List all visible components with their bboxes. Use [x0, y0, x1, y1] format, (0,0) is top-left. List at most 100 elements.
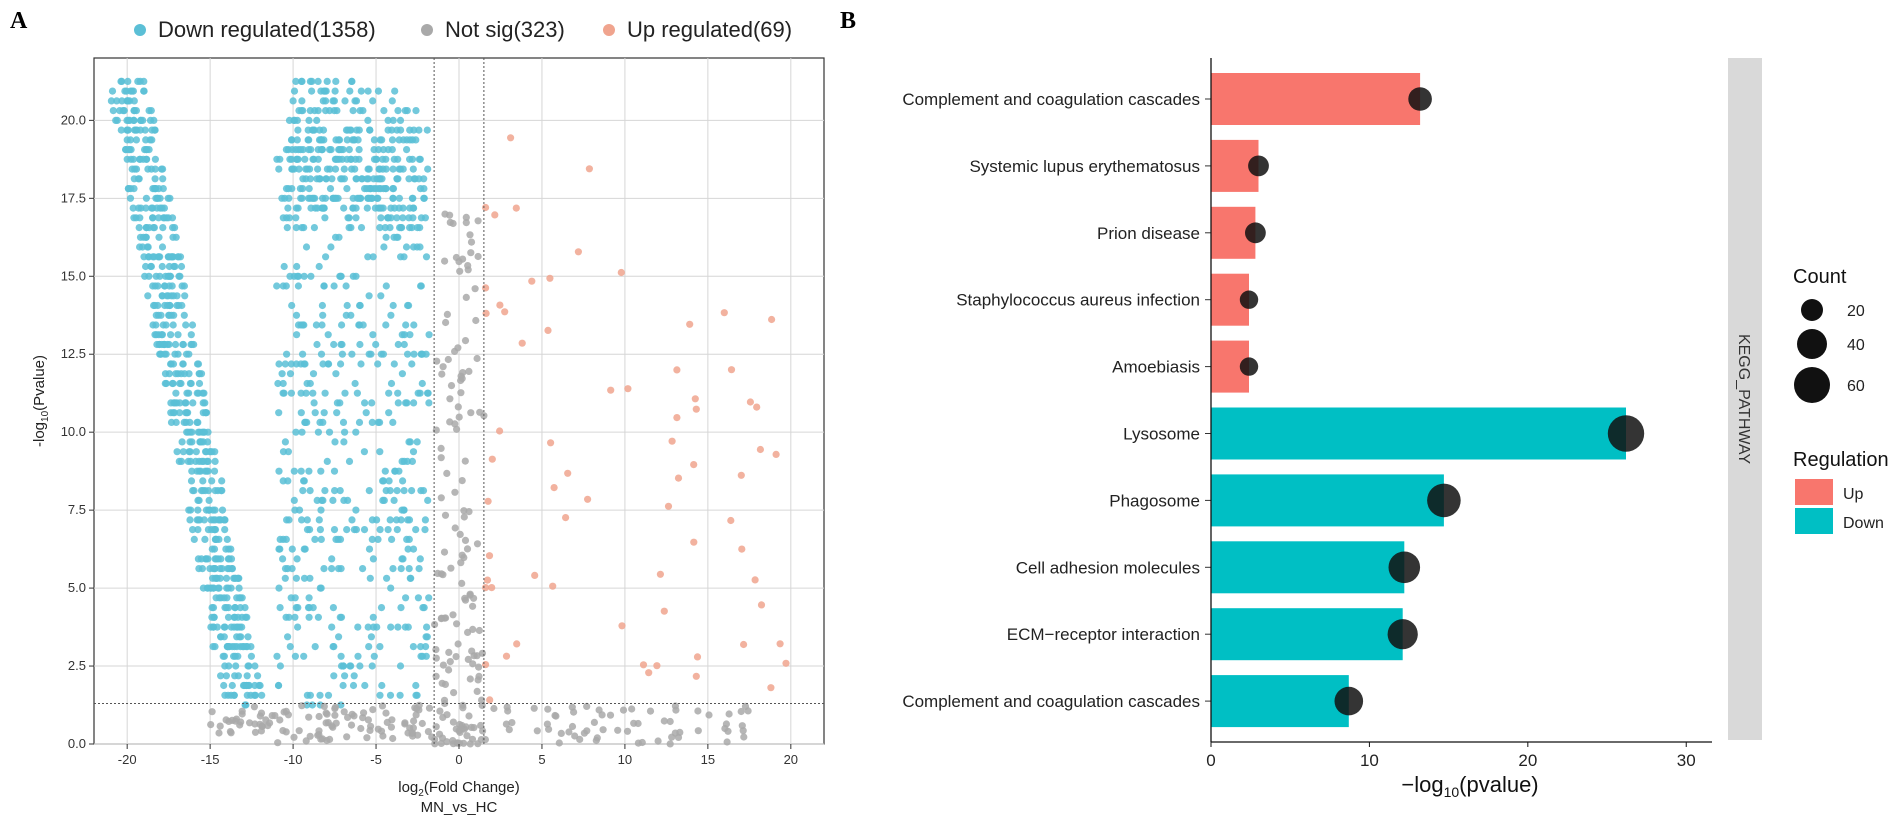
volcano-point-ns — [401, 720, 409, 728]
volcano-x-label-2: MN_vs_HC — [421, 799, 498, 816]
volcano-point-down — [361, 681, 369, 690]
volcano-point-down — [292, 428, 300, 436]
volcano-point-down — [319, 311, 327, 319]
volcano-point-down — [331, 438, 339, 446]
volcano-point-ns — [459, 255, 467, 263]
volcano-point-down — [290, 87, 299, 95]
volcano-point-up — [491, 211, 499, 219]
volcano-point-down — [158, 331, 166, 339]
volcano-point-down — [406, 126, 414, 134]
volcano-point-down — [161, 301, 169, 310]
volcano-point-down — [197, 438, 205, 446]
volcano-point-up — [772, 450, 780, 458]
volcano-point-down — [314, 165, 322, 173]
volcano-point-down — [412, 691, 420, 699]
volcano-point-down — [422, 643, 430, 651]
volcano-point-down — [376, 418, 384, 426]
volcano-point-down — [336, 535, 345, 544]
volcano-point-down — [355, 155, 363, 163]
volcano-point-down — [351, 379, 359, 388]
volcano-point-ns — [438, 370, 446, 378]
volcano-point-ns — [674, 733, 683, 742]
volcano-point-down — [123, 155, 131, 163]
volcano-point-down — [211, 555, 219, 563]
volcano-point-ns — [474, 217, 482, 225]
volcano-point-ns — [469, 660, 477, 668]
volcano-point-down — [198, 457, 206, 465]
volcano-point-down — [319, 496, 327, 504]
volcano-point-down — [186, 448, 194, 456]
volcano-point-ns — [315, 731, 323, 739]
volcano-point-down — [317, 584, 325, 592]
volcano-point-down — [176, 409, 184, 417]
volcano-point-down — [368, 399, 376, 407]
volcano-point-ns — [447, 564, 455, 572]
volcano-point-ns — [340, 708, 348, 716]
volcano-point-down — [159, 175, 167, 183]
volcano-point-down — [297, 467, 305, 475]
volcano-point-down — [190, 535, 198, 544]
volcano-point-up — [483, 576, 492, 584]
volcano-y-tick-label: 5.0 — [68, 580, 86, 595]
volcano-point-down — [190, 487, 198, 495]
volcano-point-down — [145, 272, 153, 280]
volcano-point-down — [312, 321, 320, 329]
volcano-point-down — [328, 555, 336, 563]
volcano-point-ns — [274, 739, 282, 747]
volcano-point-ns — [599, 726, 607, 734]
volcano-point-down — [388, 535, 396, 544]
volcano-point-up — [501, 308, 509, 316]
volcano-point-ns — [666, 740, 674, 748]
volcano-point-up — [656, 570, 665, 578]
volcano-point-down — [295, 107, 303, 115]
volcano-point-down — [276, 662, 284, 670]
volcano-point-down — [140, 87, 148, 95]
volcano-point-down — [292, 574, 300, 582]
volcano-point-down — [295, 165, 303, 173]
volcano-point-down — [180, 418, 188, 426]
legend-down-dot — [134, 24, 146, 36]
volcano-point-ns — [530, 704, 538, 712]
volcano-point-down — [216, 574, 224, 582]
volcano-point-ns — [410, 717, 418, 725]
volcano-point-up — [664, 502, 673, 510]
volcano-point-down — [416, 555, 424, 563]
volcano-point-down — [378, 175, 386, 183]
volcano-point-ns — [474, 252, 482, 261]
volcano-point-down — [228, 681, 236, 690]
volcano-point-ns — [453, 620, 461, 628]
volcano-point-down — [293, 262, 301, 271]
volcano-point-up — [738, 545, 746, 553]
volcano-point-ns — [290, 733, 298, 741]
volcano-point-down — [194, 496, 202, 504]
volcano-point-down — [309, 604, 317, 612]
volcano-point-down — [388, 97, 396, 105]
volcano-point-down — [185, 506, 193, 514]
volcano-point-down — [193, 360, 202, 368]
volcano-point-ns — [475, 626, 483, 635]
volcano-point-down — [359, 565, 367, 573]
volcano-point-down — [370, 136, 378, 144]
volcano-point-down — [403, 146, 411, 154]
volcano-point-down — [211, 643, 219, 651]
volcano-point-ns — [451, 488, 459, 496]
volcano-point-ns — [453, 739, 461, 747]
volcano-point-down — [395, 194, 403, 202]
volcano-point-down — [386, 691, 395, 699]
volcano-point-ns — [250, 703, 258, 711]
volcano-point-down — [199, 399, 207, 407]
volcano-point-down — [274, 681, 283, 690]
volcano-point-ns — [404, 729, 412, 737]
volcano-point-down — [170, 409, 178, 417]
volcano-point-down — [281, 360, 289, 368]
volcano-point-down — [275, 360, 283, 368]
volcano-point-down — [330, 282, 338, 290]
volcano-point-up — [746, 398, 755, 406]
volcano-point-down — [415, 126, 423, 134]
volcano-point-down — [228, 565, 236, 573]
volcano-point-down — [176, 272, 184, 280]
count-dot — [1408, 87, 1432, 111]
volcano-point-down — [382, 321, 390, 329]
volcano-point-down — [294, 282, 302, 290]
volcano-point-ns — [565, 728, 573, 736]
